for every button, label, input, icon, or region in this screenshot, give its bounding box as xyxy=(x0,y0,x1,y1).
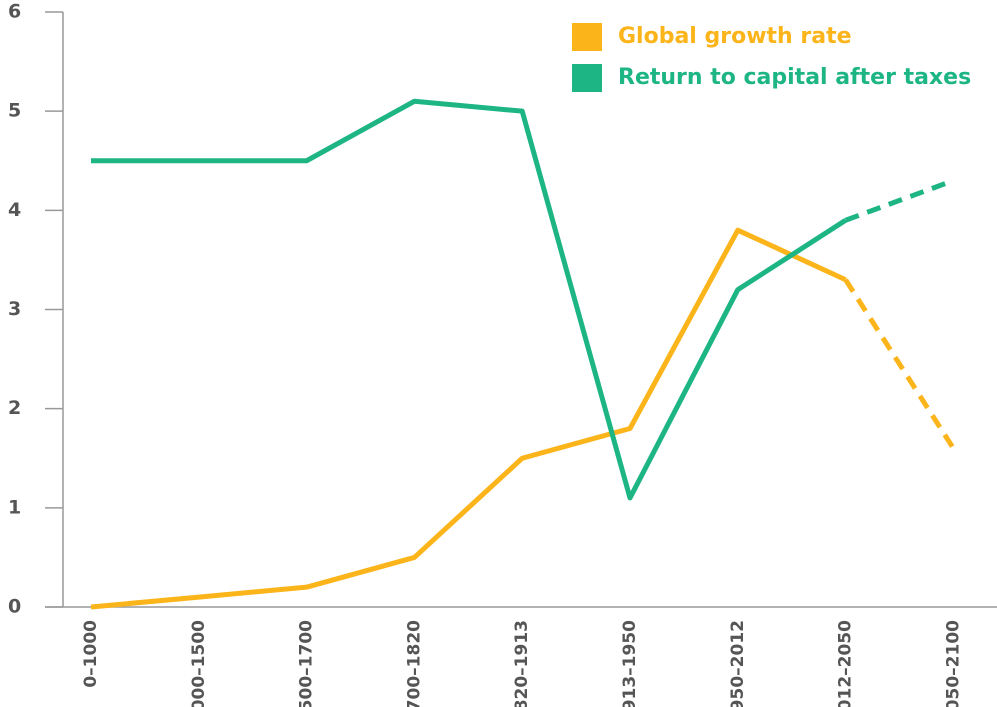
y-tick-label: 0 xyxy=(8,596,21,618)
x-tick-label: 2050–2100 xyxy=(943,620,963,707)
legend-label: Return to capital after taxes xyxy=(618,65,971,90)
y-tick-label: 4 xyxy=(8,199,21,221)
legend-label: Global growth rate xyxy=(618,24,852,49)
y-tick-label: 1 xyxy=(8,496,21,518)
x-tick-label: 1500–1700 xyxy=(297,620,317,707)
line xyxy=(90,227,847,610)
x-tick-label: 1700–1820 xyxy=(404,620,424,707)
x-tick-label: 1913–1950 xyxy=(620,620,640,707)
x-tick-label: 0–1000 xyxy=(81,620,101,688)
x-tick-label: 1000–1500 xyxy=(189,620,209,707)
y-tick-label: 2 xyxy=(8,397,21,419)
x-tick-label: 1950–2012 xyxy=(728,620,748,707)
x-tick-label: 1820–1913 xyxy=(512,620,532,707)
y-tick-label: 5 xyxy=(8,100,21,122)
y-tick-label: 6 xyxy=(8,1,21,23)
line-projection xyxy=(844,178,955,223)
legend-swatch xyxy=(572,23,602,51)
x-tick-label: 2012–2050 xyxy=(836,620,856,707)
line-projection xyxy=(843,278,956,450)
legend-swatch xyxy=(572,64,602,92)
y-tick-label: 3 xyxy=(8,298,21,320)
line xyxy=(91,98,847,501)
